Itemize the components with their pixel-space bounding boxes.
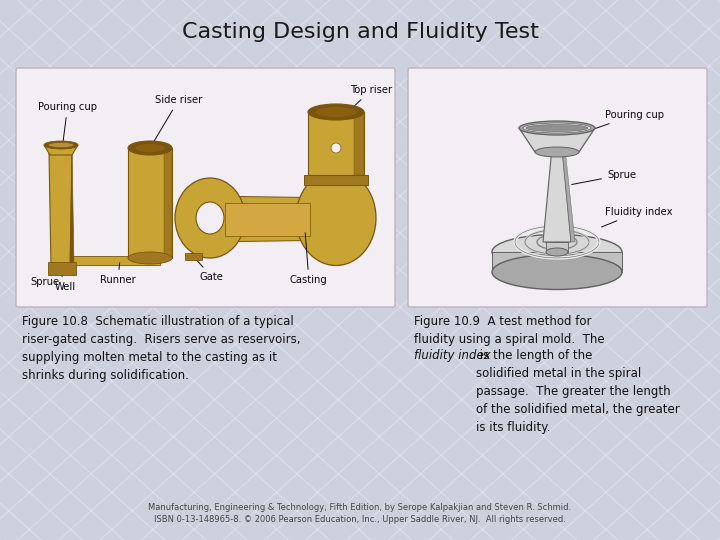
- Ellipse shape: [546, 248, 568, 256]
- Polygon shape: [128, 148, 172, 258]
- Ellipse shape: [308, 104, 364, 120]
- Ellipse shape: [535, 147, 579, 157]
- Ellipse shape: [526, 125, 588, 132]
- Text: Casting: Casting: [290, 233, 328, 285]
- Polygon shape: [49, 152, 72, 268]
- Ellipse shape: [523, 123, 591, 133]
- Text: Pouring cup: Pouring cup: [588, 110, 664, 131]
- Polygon shape: [492, 252, 622, 272]
- Text: Top riser: Top riser: [347, 85, 392, 113]
- Text: Sprue: Sprue: [30, 262, 59, 287]
- Polygon shape: [164, 148, 172, 258]
- Text: Pouring cup: Pouring cup: [38, 102, 97, 147]
- Polygon shape: [543, 148, 571, 242]
- Ellipse shape: [296, 171, 376, 266]
- Ellipse shape: [519, 121, 595, 135]
- Text: Manufacturing, Engineering & Technology, Fifth Edition, by Serope Kalpakjian and: Manufacturing, Engineering & Technology,…: [148, 503, 572, 524]
- Polygon shape: [562, 148, 575, 242]
- Ellipse shape: [135, 144, 165, 152]
- Text: Casting Design and Fluidity Test: Casting Design and Fluidity Test: [181, 22, 539, 42]
- Text: Fluidity index: Fluidity index: [602, 207, 672, 227]
- Polygon shape: [225, 203, 310, 236]
- Polygon shape: [308, 112, 364, 175]
- Polygon shape: [205, 196, 345, 242]
- Ellipse shape: [315, 106, 357, 118]
- Polygon shape: [48, 262, 76, 275]
- Polygon shape: [53, 256, 160, 265]
- Polygon shape: [210, 198, 340, 242]
- Ellipse shape: [128, 141, 172, 155]
- Ellipse shape: [492, 234, 622, 269]
- Ellipse shape: [44, 141, 78, 149]
- Ellipse shape: [492, 254, 622, 289]
- Ellipse shape: [546, 238, 568, 246]
- Polygon shape: [354, 112, 364, 175]
- Text: Side riser: Side riser: [151, 95, 202, 146]
- Ellipse shape: [128, 252, 172, 264]
- Polygon shape: [546, 242, 568, 252]
- Ellipse shape: [175, 178, 245, 258]
- Polygon shape: [519, 128, 595, 152]
- Text: is the length of the
solidified metal in the spiral
passage.  The greater the le: is the length of the solidified metal in…: [476, 349, 680, 434]
- Text: Sprue: Sprue: [572, 170, 636, 185]
- Text: Figure 10.8  Schematic illustration of a typical
riser-gated casting.  Risers se: Figure 10.8 Schematic illustration of a …: [22, 315, 300, 382]
- Text: Gate: Gate: [195, 258, 224, 282]
- Text: Runner: Runner: [100, 263, 136, 285]
- Polygon shape: [70, 152, 74, 268]
- Ellipse shape: [331, 143, 341, 153]
- Polygon shape: [44, 145, 78, 155]
- Text: fluidity index: fluidity index: [414, 349, 491, 362]
- Text: Well: Well: [55, 273, 76, 292]
- Ellipse shape: [196, 202, 224, 234]
- Text: Figure 10.9  A test method for
fluidity using a spiral mold.  The: Figure 10.9 A test method for fluidity u…: [414, 315, 605, 364]
- Polygon shape: [185, 253, 202, 260]
- FancyBboxPatch shape: [16, 68, 395, 307]
- Ellipse shape: [48, 143, 74, 147]
- Polygon shape: [304, 175, 368, 185]
- FancyBboxPatch shape: [408, 68, 707, 307]
